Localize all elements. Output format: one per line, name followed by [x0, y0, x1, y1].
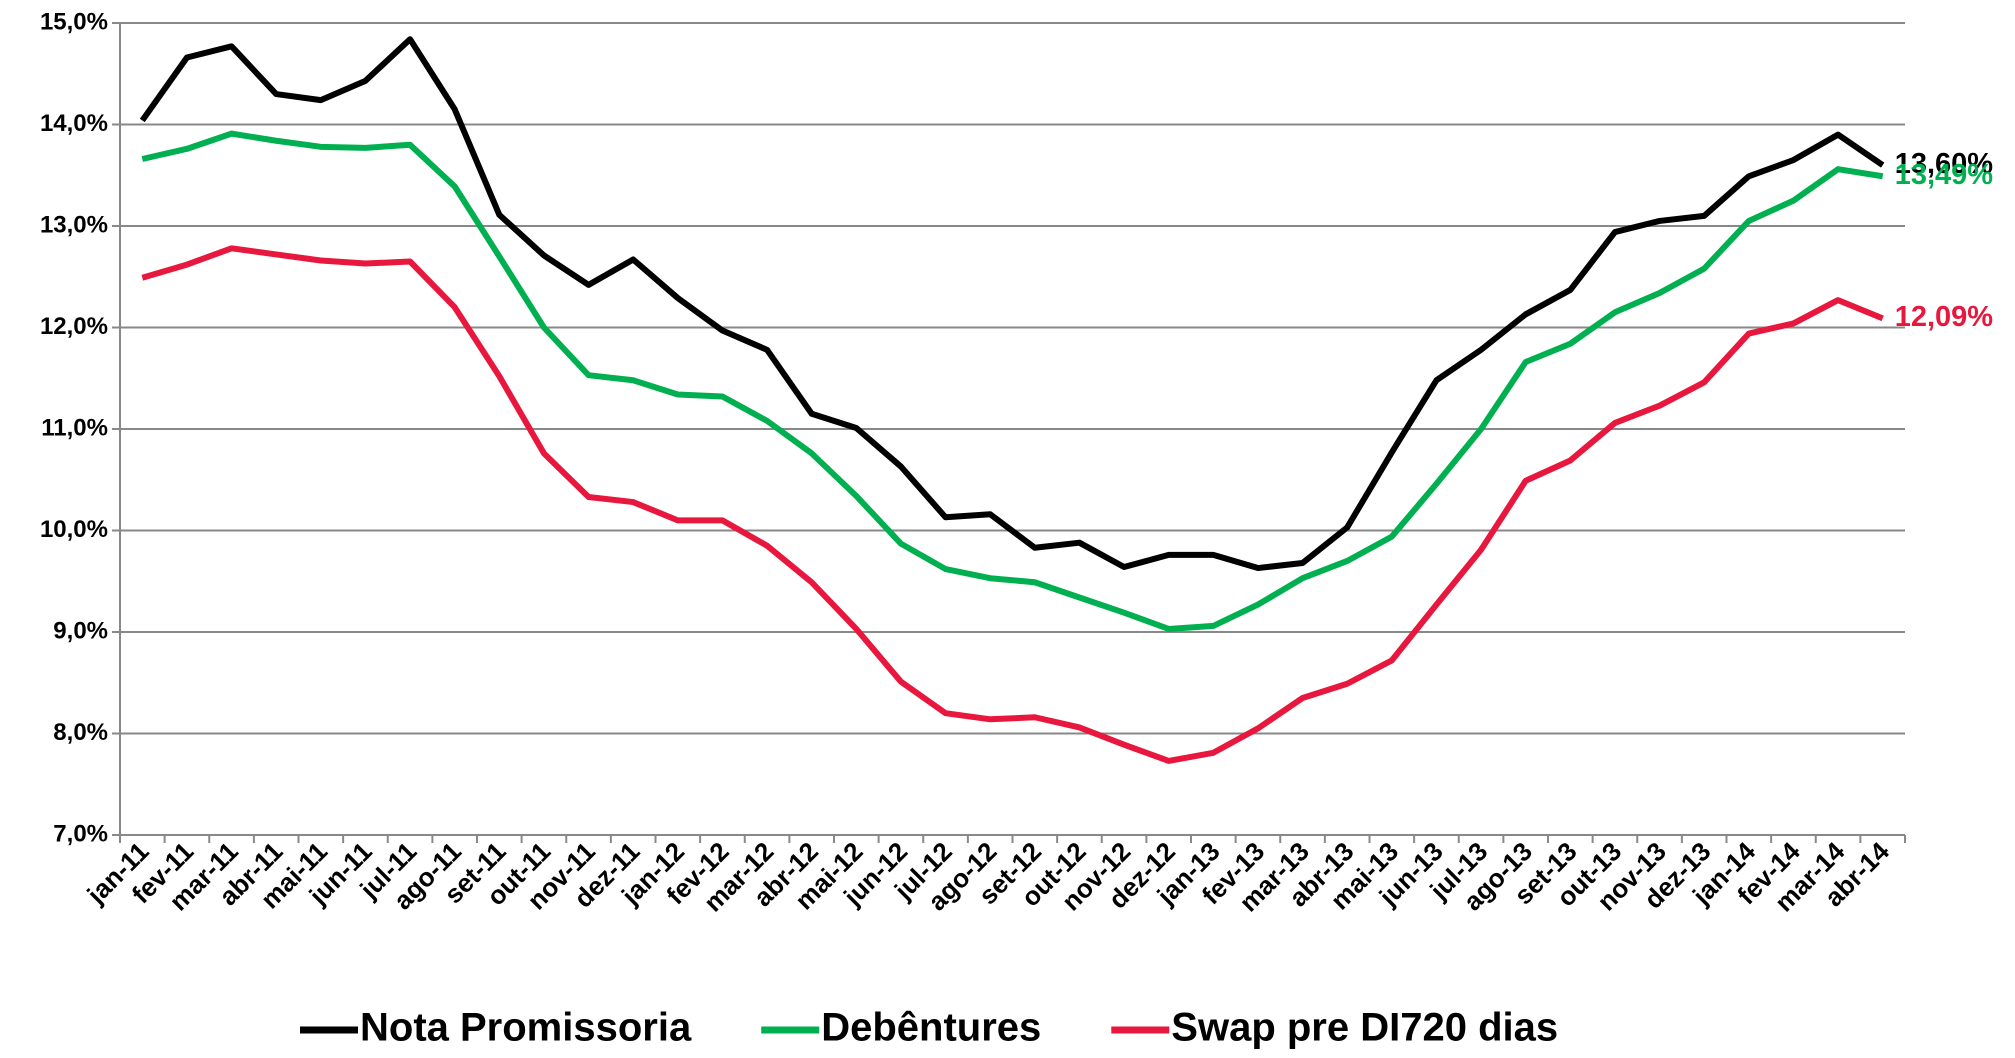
y-tick-label: 7,0% — [53, 820, 108, 847]
y-tick-label: 10,0% — [40, 516, 108, 543]
series-line — [141, 130, 1884, 632]
legend: Nota Promissoria Debêntures Swap pre DI720… — [300, 1006, 1558, 1050]
y-tick-label: 8,0% — [53, 719, 108, 746]
y-tick-label: 9,0% — [53, 617, 108, 644]
y-tick-label: 13,0% — [40, 211, 108, 238]
y-tick-label: 12,0% — [40, 313, 108, 340]
data-label: 13,60% — [1895, 148, 1994, 180]
data-label: 13,49% — [1895, 159, 1994, 191]
legend-label: Swap pre DI720 dias — [1171, 1006, 1558, 1050]
series-line — [139, 36, 1885, 572]
y-tick-label: 14,0% — [40, 110, 108, 137]
y-tick-label: 15,0% — [40, 8, 108, 35]
legend-label: Nota Promissoria — [360, 1006, 692, 1050]
y-tick-label: 11,0% — [41, 414, 108, 441]
data-label: 12,09% — [1895, 301, 1994, 333]
legend-label: Debêntures — [821, 1006, 1041, 1050]
series-line — [141, 245, 1884, 764]
